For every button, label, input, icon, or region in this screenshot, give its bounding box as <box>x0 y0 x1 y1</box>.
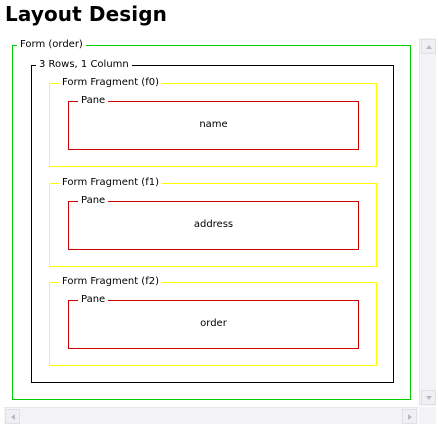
pane-box[interactable]: Pane name <box>68 95 359 150</box>
pane-box[interactable]: Pane address <box>68 195 359 250</box>
vertical-scrollbar[interactable] <box>419 38 436 406</box>
fragment-label: Form Fragment (f1) <box>59 177 162 189</box>
scroll-down-button[interactable] <box>421 390 436 405</box>
scroll-up-button[interactable] <box>421 39 436 54</box>
fragment-label: Form Fragment (f0) <box>59 77 162 89</box>
arrow-left-icon <box>10 413 15 420</box>
pane-content: address <box>193 219 234 230</box>
pane-label: Pane <box>78 95 109 107</box>
pane-box[interactable]: Pane order <box>68 294 359 349</box>
arrow-right-icon <box>407 413 412 420</box>
arrow-up-icon <box>425 44 432 49</box>
layout-canvas: Form (order) 3 Rows, 1 Column Form Fragm… <box>4 38 418 406</box>
grid-box[interactable]: 3 Rows, 1 Column Form Fragment (f0) Pane… <box>31 59 394 383</box>
fragment-box-f1[interactable]: Form Fragment (f1) Pane address <box>49 177 377 267</box>
fragment-label: Form Fragment (f2) <box>59 276 162 288</box>
pane-label: Pane <box>78 195 109 207</box>
arrow-down-icon <box>425 395 432 400</box>
horizontal-scrollbar[interactable] <box>4 407 418 424</box>
fragment-box-f0[interactable]: Form Fragment (f0) Pane name <box>49 77 377 167</box>
page-title: Layout Design <box>5 2 167 26</box>
scroll-right-button[interactable] <box>402 409 417 424</box>
scroll-left-button[interactable] <box>5 409 20 424</box>
scrollbar-corner <box>419 407 436 424</box>
form-box[interactable]: Form (order) 3 Rows, 1 Column Form Fragm… <box>12 39 411 400</box>
pane-content: name <box>199 119 228 130</box>
pane-label: Pane <box>78 294 109 306</box>
fragment-box-f2[interactable]: Form Fragment (f2) Pane order <box>49 276 377 366</box>
grid-label: 3 Rows, 1 Column <box>36 59 132 71</box>
form-label: Form (order) <box>17 39 86 51</box>
pane-content: order <box>200 318 227 329</box>
